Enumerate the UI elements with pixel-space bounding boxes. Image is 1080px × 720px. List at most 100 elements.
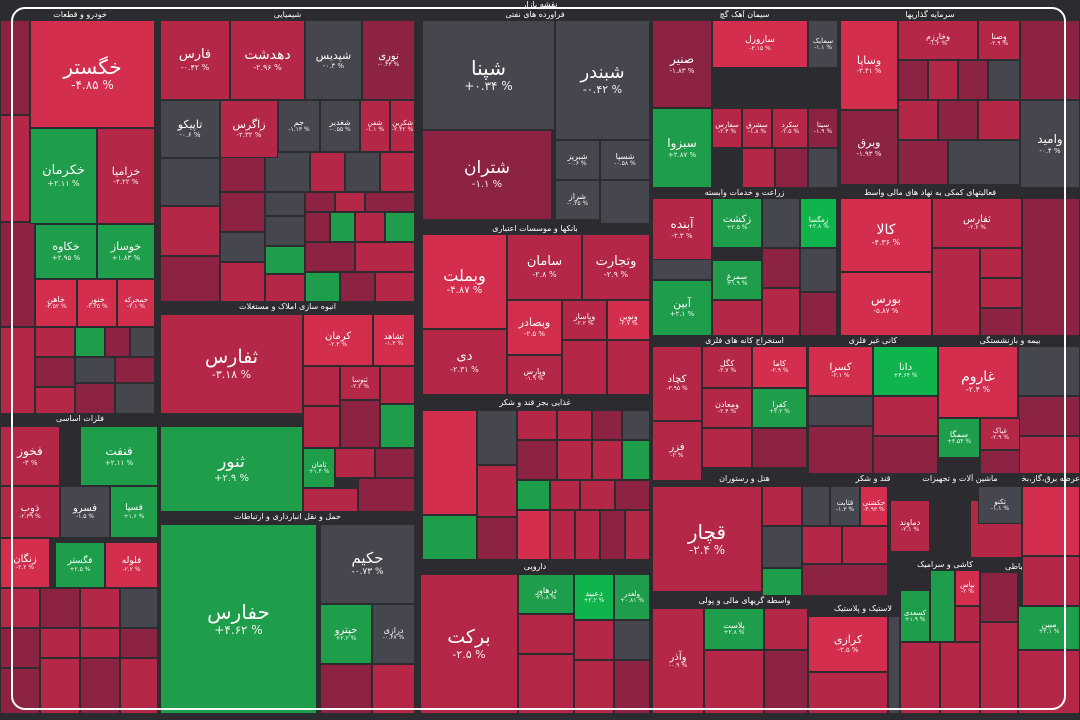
market-cell[interactable] <box>557 440 592 480</box>
stock-tile[interactable]: غپاک -۲.۹ % <box>980 418 1020 450</box>
market-cell[interactable] <box>900 642 940 714</box>
stock-tile[interactable]: نوری -۰.۴۳ % <box>362 20 415 100</box>
market-cell[interactable] <box>0 668 40 714</box>
stock-tile[interactable]: خکرمان +۲.۱۱ % <box>30 128 97 224</box>
market-cell[interactable] <box>518 614 574 654</box>
stock-tile[interactable]: شتران -۱.۱ % <box>422 130 552 220</box>
market-cell[interactable] <box>1022 486 1080 556</box>
stock-tile[interactable]: خوساز +۱.۸۳ % <box>97 224 155 279</box>
market-cell[interactable] <box>712 300 762 336</box>
market-cell[interactable] <box>762 486 802 526</box>
stock-tile[interactable]: درازی -۰.۶۷ % <box>372 604 415 664</box>
market-cell[interactable] <box>808 148 838 188</box>
stock-tile[interactable]: تاپیکو -۰.۶ % <box>160 100 220 158</box>
stock-tile[interactable]: شغدیر -۰.۵۵ % <box>320 100 360 152</box>
market-cell[interactable] <box>380 366 415 404</box>
stock-tile[interactable]: حکشتی -۴.۹۳ % <box>860 486 888 526</box>
stock-tile[interactable]: وامید -۰.۴ % <box>1020 100 1080 188</box>
market-cell[interactable] <box>120 628 158 658</box>
stock-tile[interactable]: فلوله -۲.۲ % <box>105 542 158 588</box>
market-cell[interactable] <box>955 606 980 642</box>
stock-tile[interactable]: ثامان +۱.۴ % <box>303 448 335 488</box>
stock-tile[interactable]: خکاوه +۲.۹۵ % <box>35 224 97 279</box>
market-cell[interactable] <box>592 440 622 480</box>
market-cell[interactable] <box>365 192 415 212</box>
stock-tile[interactable]: کرمان -۲.۳ % <box>303 314 373 366</box>
market-cell[interactable] <box>375 272 415 302</box>
market-cell[interactable] <box>888 616 900 714</box>
stock-tile[interactable]: ومعادن -۲.۴ % <box>702 388 752 428</box>
stock-tile[interactable]: شفن -۱.۱ % <box>360 100 390 152</box>
stock-tile[interactable]: فارس -۰.۴۲ % <box>160 20 230 100</box>
market-cell[interactable] <box>762 526 802 568</box>
market-cell[interactable] <box>35 357 75 387</box>
stock-tile[interactable]: سکرد -۲.۵ % <box>772 108 808 148</box>
market-cell[interactable] <box>265 192 305 216</box>
market-cell[interactable] <box>385 212 415 242</box>
market-cell[interactable] <box>120 588 158 628</box>
market-cell[interactable] <box>600 180 650 224</box>
stock-tile[interactable]: فخوز -۳ % <box>0 426 60 486</box>
stock-tile[interactable]: حپترو +۲.۲ % <box>320 604 372 664</box>
market-cell[interactable] <box>575 510 600 560</box>
market-cell[interactable] <box>802 564 888 596</box>
market-cell[interactable] <box>35 387 75 414</box>
market-cell[interactable] <box>898 60 928 100</box>
stock-tile[interactable]: غاروم -۲.۴ % <box>938 346 1018 418</box>
market-cell[interactable] <box>422 515 477 560</box>
market-cell[interactable] <box>303 406 340 448</box>
market-cell[interactable] <box>1020 20 1080 100</box>
market-cell[interactable] <box>600 510 625 560</box>
market-cell[interactable] <box>375 448 415 478</box>
stock-tile[interactable]: خنور -۲.۲۵ % <box>77 279 117 327</box>
stock-tile[interactable]: قثابت -۱.۳ % <box>830 486 860 526</box>
market-cell[interactable] <box>75 327 105 357</box>
stock-tile[interactable]: سبزوا +۲.۸۷ % <box>652 108 712 188</box>
market-cell[interactable] <box>477 517 517 560</box>
market-cell[interactable] <box>764 608 808 650</box>
market-cell[interactable] <box>898 100 938 140</box>
market-cell[interactable] <box>340 400 380 448</box>
stock-tile[interactable]: پلاست +۲.۸ % <box>704 608 764 650</box>
market-cell[interactable] <box>1022 556 1080 606</box>
stock-tile[interactable]: خگستر -۴.۸۵ % <box>30 20 155 128</box>
market-cell[interactable] <box>704 650 764 714</box>
market-cell[interactable] <box>35 327 75 357</box>
market-cell[interactable] <box>980 572 1018 622</box>
market-cell[interactable] <box>928 60 958 100</box>
market-cell[interactable] <box>160 206 220 256</box>
market-cell[interactable] <box>873 396 938 436</box>
market-cell[interactable] <box>574 620 614 660</box>
stock-tile[interactable]: بورس -۵.۸۷ % <box>840 272 932 336</box>
market-cell[interactable] <box>932 248 980 336</box>
market-cell[interactable] <box>948 140 1020 185</box>
market-cell[interactable] <box>0 588 40 628</box>
stock-tile[interactable]: وخارزم -۱.۲ % <box>898 20 978 60</box>
stock-tile[interactable]: سمرغ +۱.۹ % <box>712 260 762 300</box>
market-cell[interactable] <box>517 480 550 510</box>
market-cell[interactable] <box>898 140 948 185</box>
market-cell[interactable] <box>775 148 808 188</box>
market-cell[interactable] <box>330 212 355 242</box>
market-cell[interactable] <box>980 622 1018 714</box>
market-cell[interactable] <box>873 436 938 474</box>
stock-tile[interactable]: وپارس -۱.۹ % <box>507 355 562 395</box>
market-cell[interactable] <box>340 272 375 302</box>
market-cell[interactable] <box>614 660 650 714</box>
market-cell[interactable] <box>40 588 80 628</box>
market-cell[interactable] <box>980 308 1022 336</box>
market-cell[interactable] <box>808 426 873 474</box>
market-cell[interactable] <box>80 588 120 628</box>
market-cell[interactable] <box>762 248 800 288</box>
stock-tile[interactable]: ذوب -۲.۳۹ % <box>0 486 60 538</box>
market-cell[interactable] <box>702 428 752 468</box>
stock-tile[interactable]: کگل -۳.۷ % <box>702 346 752 388</box>
market-cell[interactable] <box>422 410 477 515</box>
market-cell[interactable] <box>335 448 375 478</box>
market-cell[interactable] <box>622 410 650 440</box>
stock-tile[interactable]: وساپا -۳.۴۱ % <box>840 20 898 110</box>
stock-tile[interactable]: سیتا -۱.۹ % <box>808 108 838 148</box>
market-cell[interactable] <box>980 450 1020 474</box>
stock-tile[interactable]: فنفت +۲.۱۱ % <box>80 426 158 486</box>
market-cell[interactable] <box>220 232 265 262</box>
